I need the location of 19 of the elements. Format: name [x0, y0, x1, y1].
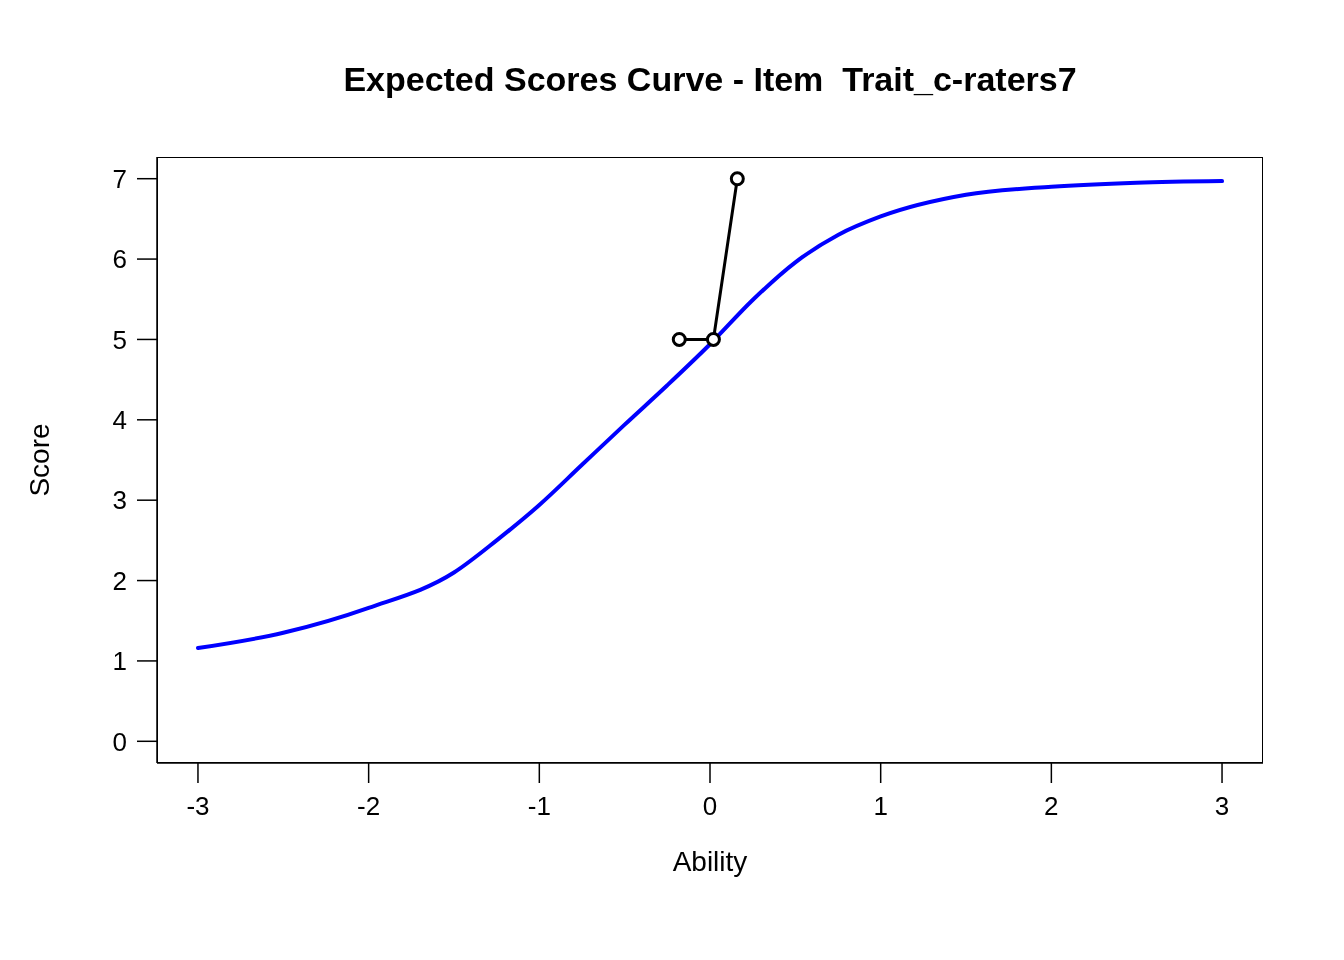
x-tick-label: -3	[186, 791, 210, 822]
x-tick-label: 0	[702, 791, 718, 822]
y-tick-label: 5	[112, 324, 127, 355]
y-tick-label: 6	[112, 244, 127, 275]
x-tick-label: 1	[873, 791, 888, 822]
y-tick-label: 2	[112, 565, 127, 596]
y-tick-label: 3	[112, 485, 127, 516]
y-tick-label: 0	[112, 726, 127, 757]
y-tick-label: 4	[112, 405, 127, 436]
y-axis-title: Score	[23, 423, 55, 497]
x-tick-label: -2	[357, 791, 381, 822]
y-tick-label: 1	[112, 646, 127, 677]
x-axis-title: Ability	[672, 846, 748, 877]
chart-title: Expected Scores Curve - Item Trait_c-raters7	[342, 60, 1078, 99]
x-tick-label: 2	[1044, 791, 1059, 822]
x-tick-label: -1	[527, 791, 551, 822]
line-series	[195, 179, 1225, 651]
y-tick-label: 7	[112, 163, 127, 194]
x-tick-label: 3	[1214, 791, 1230, 822]
